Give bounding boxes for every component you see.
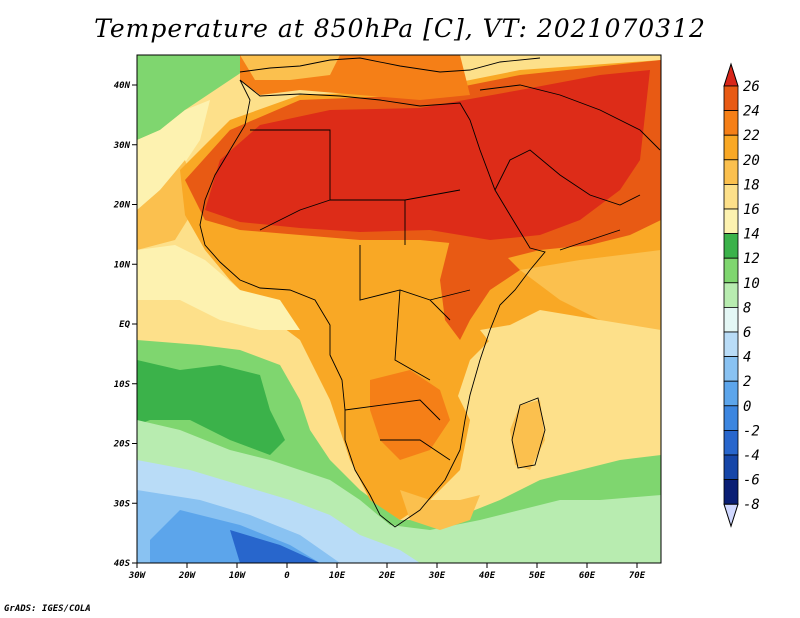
coastlines — [199, 57, 661, 528]
field-south-tip — [400, 490, 480, 530]
field-south-green-2 — [137, 360, 285, 455]
colorbar-swatch — [723, 380, 739, 407]
colorbar-swatch — [723, 306, 739, 333]
colorbar-swatch — [723, 85, 739, 112]
colorbar-swatch — [723, 183, 739, 210]
lon-tick-label: 20E — [378, 571, 396, 581]
lon-tick-label: 10W — [229, 571, 247, 581]
madagascar-coastline — [511, 397, 546, 469]
colorbar-label: 26 — [743, 79, 760, 95]
colorbar-label: 10 — [743, 276, 760, 292]
colorbar-swatch — [723, 356, 739, 382]
lon-tick-label: 50E — [529, 571, 546, 581]
field-madagascar — [510, 400, 545, 470]
lat-tick-label: EQ — [119, 320, 130, 330]
colorbar-label: 2 — [743, 374, 751, 390]
lon-tick-label: 40E — [479, 571, 496, 581]
lat-tick-label: 10N — [114, 260, 131, 270]
colorbar-label: 16 — [743, 202, 760, 218]
borders — [250, 129, 471, 461]
field-indian-ocean — [480, 320, 661, 420]
lat-tick-label: 30S — [113, 499, 131, 509]
lat-tick-label: 20N — [113, 201, 131, 211]
colorbar-high-arrow — [723, 62, 739, 87]
colorbar-swatch — [723, 454, 739, 481]
colorbar-swatch — [723, 282, 739, 308]
colorbar-label: 6 — [743, 325, 751, 341]
europe-coastline — [239, 57, 541, 73]
field-europe — [240, 55, 340, 80]
colorbar-label: 24 — [743, 104, 760, 120]
field-north-green — [137, 55, 245, 140]
field-south-blue-4 — [230, 530, 320, 563]
colorbar-swatch — [723, 429, 739, 456]
colorbar-label: -6 — [743, 473, 760, 489]
lon-tick-label: 10E — [329, 571, 346, 581]
colorbar-swatch — [723, 405, 739, 431]
colorbar-swatch — [723, 233, 739, 259]
colorbar-label: -8 — [743, 497, 760, 513]
colorbar-label: 8 — [743, 300, 751, 316]
field-rift — [440, 240, 520, 340]
colorbar-label: 0 — [743, 399, 751, 415]
colorbar-label: -2 — [743, 423, 760, 439]
colorbar-swatch — [723, 257, 739, 284]
colorbar-swatch — [723, 134, 739, 161]
arabia-coastline — [479, 84, 661, 251]
colorbar-swatch — [723, 159, 739, 185]
field-south-africa-hot — [370, 370, 450, 460]
lon-tick-label: 30E — [428, 571, 446, 581]
latitude-axis: 40N 30N 20N 10N EQ 10S 20S 30S 40S — [113, 81, 137, 569]
colorbar-swatch — [723, 331, 739, 358]
lat-tick-label: 30N — [113, 141, 131, 151]
lon-tick-label: 60E — [579, 571, 596, 581]
field-sahara-core — [205, 70, 650, 240]
lon-tick-label: 0 — [284, 571, 290, 581]
longitude-axis: 30W 20W 10W 0 10E 20E 30E 40E 50E 60E 70E — [128, 563, 646, 581]
lat-tick-label: 20S — [113, 440, 131, 450]
colorbar-label: 22 — [743, 128, 760, 144]
colorbar-swatch — [723, 110, 739, 136]
colorbar-swatch — [723, 208, 739, 235]
field-north-cream — [137, 100, 210, 210]
lon-tick-label: 30W — [128, 571, 147, 581]
colorbar-label: 4 — [743, 350, 751, 366]
colorbar-label: -4 — [743, 448, 760, 464]
lat-tick-label: 10S — [114, 380, 131, 390]
field-arabian-sea — [520, 250, 661, 330]
colorbar-label: 20 — [743, 153, 760, 169]
colorbar-label: 18 — [743, 177, 760, 193]
colorbar-low-arrow — [723, 503, 739, 528]
lon-tick-label: 20W — [178, 571, 197, 581]
lat-tick-label: 40S — [114, 559, 131, 569]
lat-tick-label: 40N — [114, 81, 131, 91]
field-guinea — [137, 245, 300, 330]
africa-coastline — [199, 79, 546, 528]
colorbar-label: 12 — [743, 251, 760, 267]
lon-tick-label: 70E — [629, 571, 646, 581]
colorbar-label: 14 — [743, 227, 760, 243]
credit-text: GrADS: IGES/COLA — [4, 604, 91, 614]
map-title: Temperature at 850hPa [C], VT: 202107031… — [94, 14, 706, 43]
colorbar-swatch — [723, 479, 739, 505]
plot-frame — [136, 54, 662, 564]
